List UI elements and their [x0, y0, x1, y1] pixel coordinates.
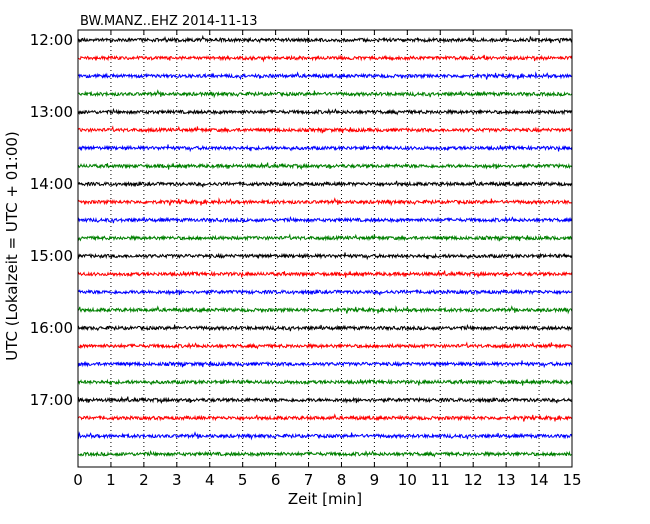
x-tick-label: 9: [370, 471, 380, 489]
x-axis-label: Zeit [min]: [288, 490, 362, 508]
trace-1645: [77, 378, 573, 386]
trace-1730: [77, 431, 573, 441]
y-tick-label: 12:00: [30, 31, 73, 49]
seismic-traces: [77, 34, 573, 458]
y-tick-label: 14:00: [30, 175, 73, 193]
grid-lines: [110, 30, 540, 467]
x-tick-label: 12: [464, 471, 483, 489]
y-axis-label: UTC (Lokalzeit = UTC + 01:00): [3, 131, 21, 361]
x-tick-label: 3: [172, 471, 182, 489]
trace-1500: [77, 252, 573, 261]
axis-ticks: 0 1 2 3 4 5 6 7 8 9 10 11 12 13 14 1512:0013:0014:0015:…: [30, 30, 582, 489]
trace-1300: [77, 107, 573, 116]
x-tick-label: 6: [271, 471, 281, 489]
trace-1700: [77, 396, 572, 405]
x-tick-label: 5: [238, 471, 248, 489]
trace-1315: [77, 125, 573, 134]
trace-1515: [77, 270, 573, 279]
x-tick-label: 14: [530, 471, 549, 489]
trace-1630: [77, 360, 573, 369]
x-tick-label: 10: [398, 471, 417, 489]
trace-1245: [77, 89, 573, 99]
x-tick-label: 15: [562, 471, 581, 489]
trace-1345: [77, 162, 573, 171]
x-tick-label: 4: [205, 471, 215, 489]
trace-1430: [77, 215, 573, 224]
trace-1230: [77, 71, 572, 81]
trace-1615: [77, 341, 573, 350]
x-tick-label: 2: [139, 471, 149, 489]
trace-1200: [77, 34, 573, 44]
x-tick-label: 0: [73, 471, 83, 489]
trace-1715: [77, 413, 572, 422]
trace-1400: [77, 179, 573, 188]
trace-1215: [77, 54, 573, 63]
trace-1745: [77, 449, 572, 458]
x-tick-label: 8: [337, 471, 347, 489]
y-tick-label: 15:00: [30, 247, 73, 265]
x-tick-label: 1: [106, 471, 116, 489]
x-tick-label: 13: [497, 471, 516, 489]
trace-1545: [78, 305, 573, 315]
y-tick-label: 13:00: [30, 103, 73, 121]
x-tick-label: 7: [304, 471, 314, 489]
trace-1415: [77, 197, 573, 207]
trace-1330: [78, 144, 573, 153]
trace-1445: [77, 233, 573, 242]
y-tick-label: 17:00: [30, 391, 73, 409]
chart-title: BW.MANZ..EHZ 2014-11-13: [80, 14, 258, 29]
plot-frame: [77, 29, 573, 468]
y-tick-label: 16:00: [30, 319, 73, 337]
trace-1530: [77, 288, 573, 296]
x-tick-label: 11: [431, 471, 450, 489]
trace-1600: [77, 323, 573, 332]
